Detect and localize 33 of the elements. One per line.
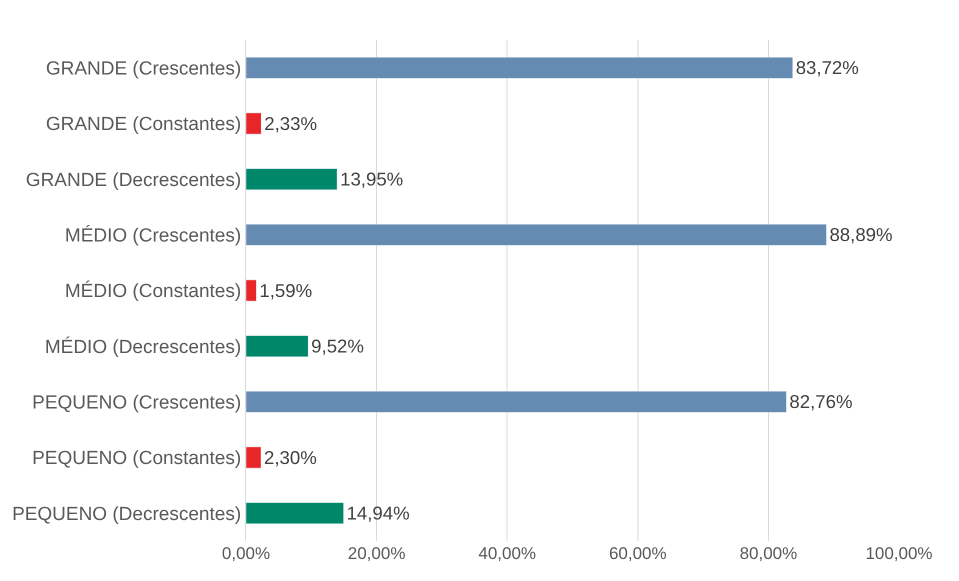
x-tick-label: 100,00% — [865, 544, 933, 563]
y-tick-label: GRANDE (Decrescentes) — [26, 170, 242, 191]
data-label: 14,94% — [346, 502, 410, 524]
x-tick-label: 20,00% — [348, 544, 406, 563]
bar — [246, 168, 338, 190]
bar — [246, 112, 262, 134]
x-tick-label: 0,00% — [222, 544, 270, 563]
y-tick-label: MÉDIO (Decrescentes) — [44, 336, 242, 358]
bar — [246, 224, 827, 246]
bar — [246, 502, 344, 524]
data-label: 83,72% — [796, 57, 859, 78]
y-tick-label: GRANDE (Crescentes) — [46, 58, 242, 80]
x-tick-label: 80,00% — [740, 544, 798, 563]
x-tick-label: 60,00% — [608, 544, 667, 563]
data-label: 2,30% — [264, 446, 317, 468]
y-tick-label: PEQUENO (Crescentes) — [32, 392, 242, 414]
bar — [246, 391, 787, 413]
x-tick-label: 40,00% — [478, 544, 536, 563]
bar — [246, 280, 257, 302]
data-label: 88,89% — [829, 224, 893, 246]
data-label: 9,52% — [311, 336, 364, 357]
data-label: 2,33% — [264, 112, 318, 134]
bar — [246, 335, 308, 357]
y-tick-label: MÉDIO (Constantes) — [64, 280, 242, 302]
bar — [246, 57, 793, 79]
data-label: 13,95% — [340, 168, 404, 190]
bar — [246, 446, 262, 468]
y-tick-label: MÉDIO (Crescentes) — [64, 224, 242, 246]
y-tick-label: PEQUENO (Constantes) — [32, 448, 242, 470]
y-tick-label: GRANDE (Constantes) — [46, 114, 242, 136]
data-label: 82,76% — [789, 391, 853, 412]
y-tick-label: PEQUENO (Decrescentes) — [12, 504, 242, 525]
data-label: 1,59% — [259, 280, 312, 301]
